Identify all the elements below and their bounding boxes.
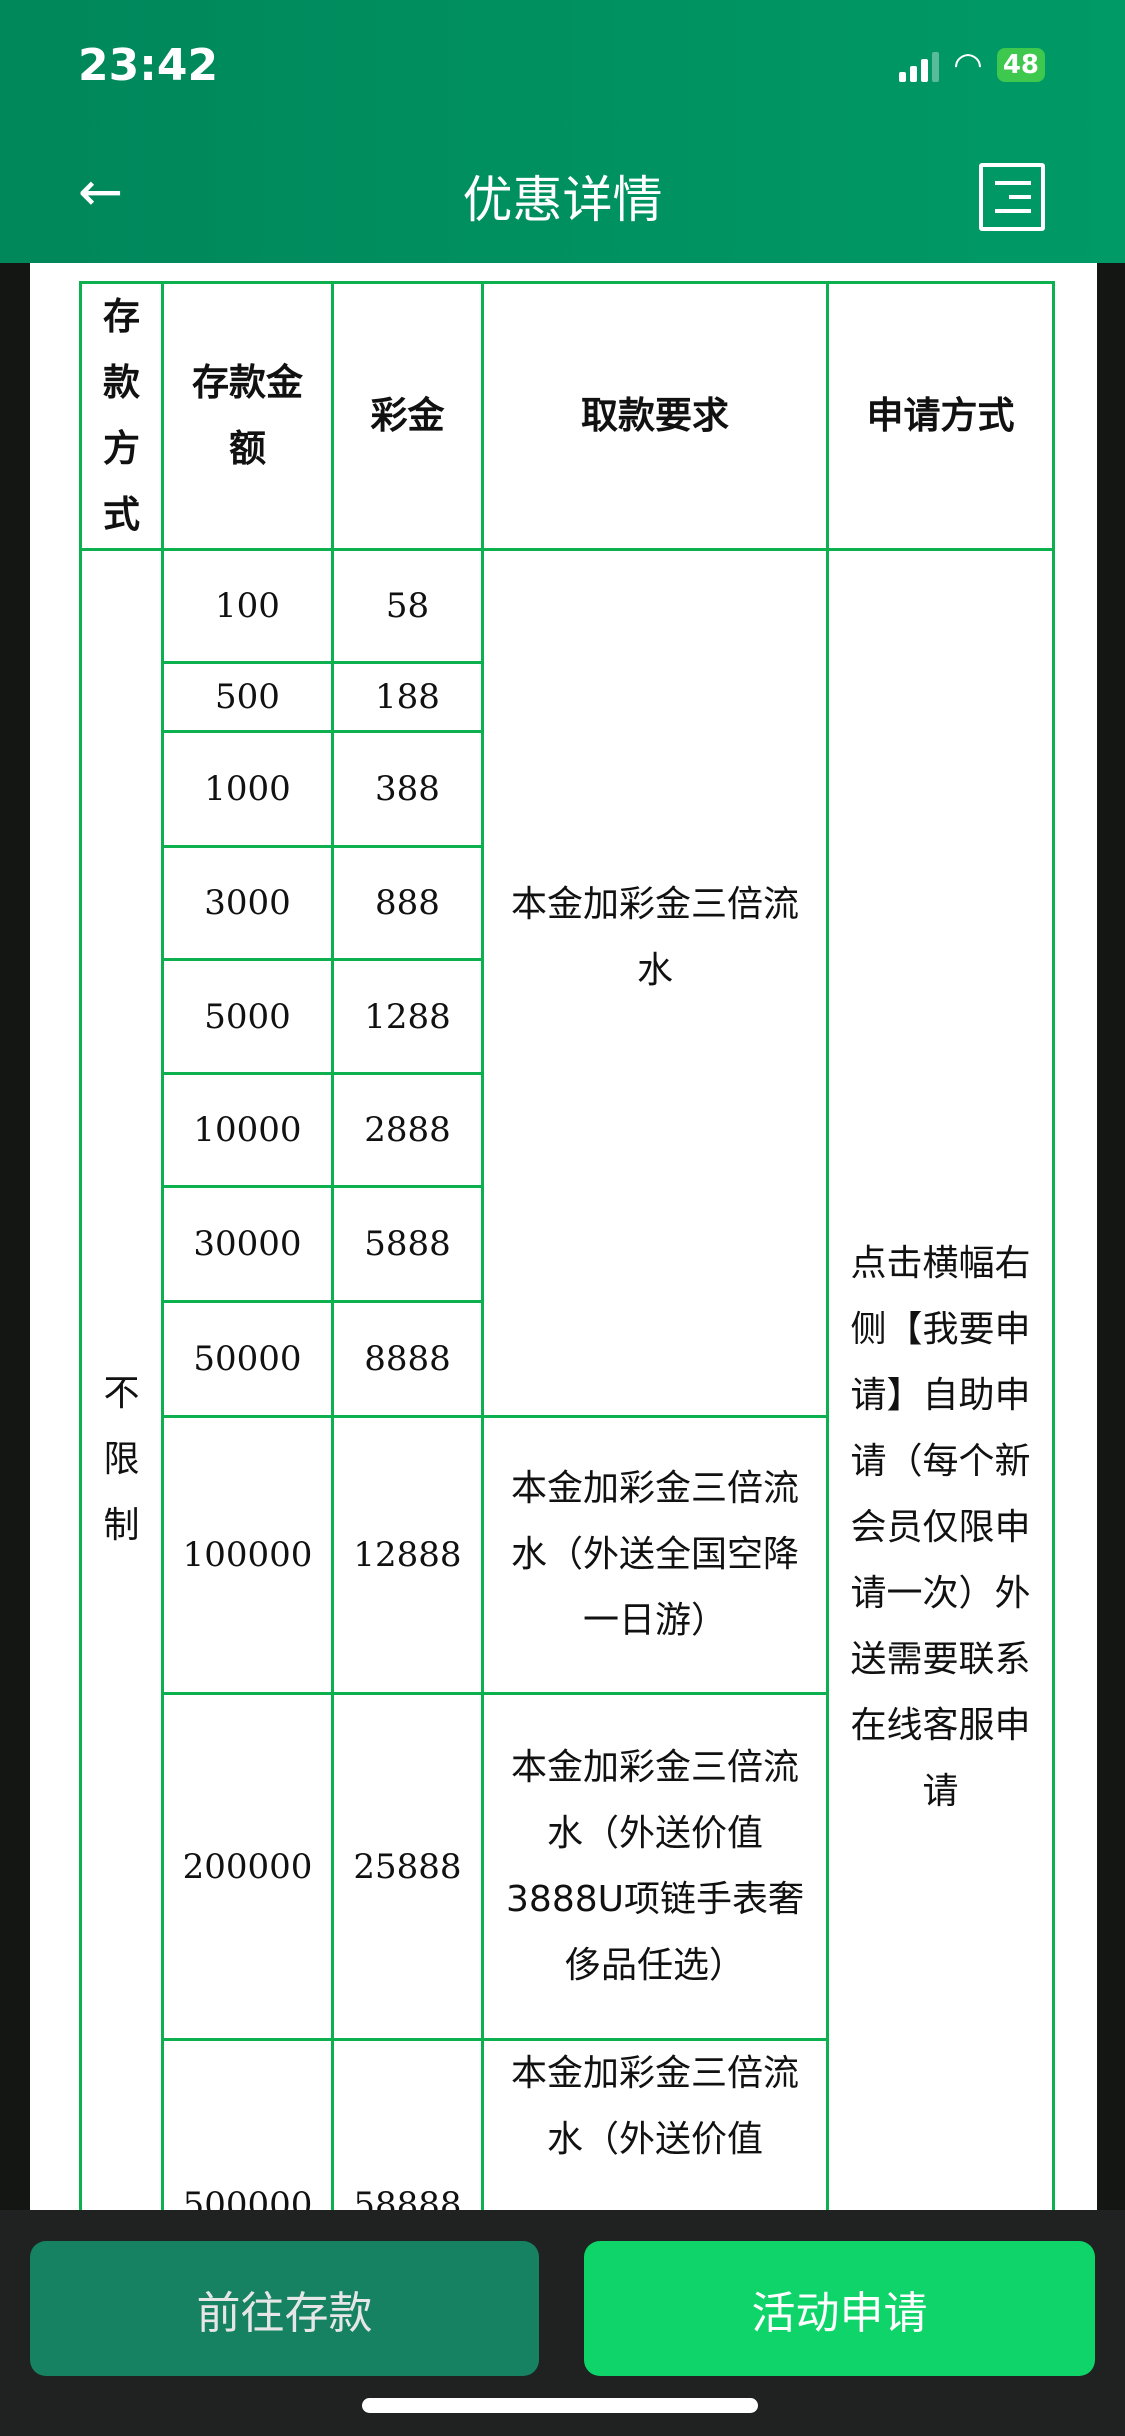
signal-icon <box>899 52 940 82</box>
bonus-cell: 58 <box>331 548 484 664</box>
bonus-cell: 388 <box>331 730 484 848</box>
amount-cell: 1000 <box>161 730 334 848</box>
status-icons: ◠ 48 <box>899 48 1045 82</box>
deposit-button[interactable]: 前往存款 <box>30 2241 539 2376</box>
table-row: 30000 5888 <box>81 1185 1054 1303</box>
bonus-cell: 8888 <box>331 1300 484 1418</box>
bottom-bar: 前往存款 活动申请 <box>0 2210 1125 2436</box>
table-row: 500 188 <box>81 661 1054 733</box>
amount-cell: 500000 <box>161 2038 334 2240</box>
page-title: 优惠详情 <box>462 171 663 229</box>
content-card: 存款方式 存款金额 彩金 取款要求 申请方式 不限制 100 58 本金加彩金三… <box>30 240 1097 2240</box>
table-row: 50000 8888 <box>81 1300 1054 1418</box>
amount-cell: 50000 <box>161 1300 334 1418</box>
bonus-cell: 5888 <box>331 1185 484 1303</box>
requirement-cell: 本金加彩金三倍流水（外送价值 <box>481 2038 829 2240</box>
amount-cell: 30000 <box>161 1185 334 1303</box>
method-cell: 不限制 <box>79 548 164 2240</box>
requirement-cell: 本金加彩金三倍流水 <box>481 548 829 1418</box>
header-apply: 申请方式 <box>826 281 1055 551</box>
amount-cell: 100 <box>161 548 334 664</box>
battery-icon: 48 <box>996 48 1045 82</box>
requirement-cell: 本金加彩金三倍流水（外送价值3888U项链手表奢侈品任选） <box>481 1692 829 2041</box>
bonus-cell: 188 <box>331 661 484 733</box>
bonus-cell: 2888 <box>331 1072 484 1188</box>
header-amount: 存款金额 <box>161 281 334 551</box>
promo-table: 存款方式 存款金额 彩金 取款要求 申请方式 不限制 100 58 本金加彩金三… <box>79 281 1055 2240</box>
status-time: 23:42 <box>78 40 219 91</box>
arrow-left-icon[interactable]: ← <box>78 160 124 223</box>
table-row: 10000 2888 <box>81 1072 1054 1188</box>
table-row: 5000 1288 <box>81 958 1054 1075</box>
home-indicator[interactable] <box>362 2398 758 2413</box>
bonus-cell: 25888 <box>331 1692 484 2041</box>
table-row: 100000 12888 本金加彩金三倍流水（外送全国空降一日游） <box>81 1415 1054 1695</box>
amount-cell: 500 <box>161 661 334 733</box>
bonus-cell: 1288 <box>331 958 484 1075</box>
table-row: 不限制 100 58 本金加彩金三倍流水 点击横幅右侧【我要申请】自助申请（每个… <box>79 548 1055 2240</box>
document-menu-icon[interactable] <box>979 163 1045 231</box>
amount-cell: 3000 <box>161 845 334 961</box>
header-requirement: 取款要求 <box>481 281 829 551</box>
amount-cell: 200000 <box>161 1692 334 2041</box>
amount-cell: 100000 <box>161 1415 334 1695</box>
amount-cell: 5000 <box>161 958 334 1075</box>
apply-button[interactable]: 活动申请 <box>584 2241 1095 2376</box>
requirement-cell: 本金加彩金三倍流水（外送全国空降一日游） <box>481 1415 829 1695</box>
table-row: 1000 388 <box>81 730 1054 848</box>
apply-cell: 点击横幅右侧【我要申请】自助申请（每个新会员仅限申请一次）外送需要联系在线客服申… <box>826 548 1055 2240</box>
header: 23:42 ◠ 48 ← 优惠详情 <box>0 0 1125 263</box>
bonus-cell: 888 <box>331 845 484 961</box>
wifi-icon: ◠ <box>953 45 983 85</box>
header-bonus: 彩金 <box>331 281 484 551</box>
header-method: 存款方式 <box>79 281 164 551</box>
bonus-cell: 12888 <box>331 1415 484 1695</box>
table-row: 200000 25888 本金加彩金三倍流水（外送价值3888U项链手表奢侈品任选） <box>81 1692 1054 2041</box>
amount-cell: 10000 <box>161 1072 334 1188</box>
table-row: 3000 888 <box>81 845 1054 961</box>
